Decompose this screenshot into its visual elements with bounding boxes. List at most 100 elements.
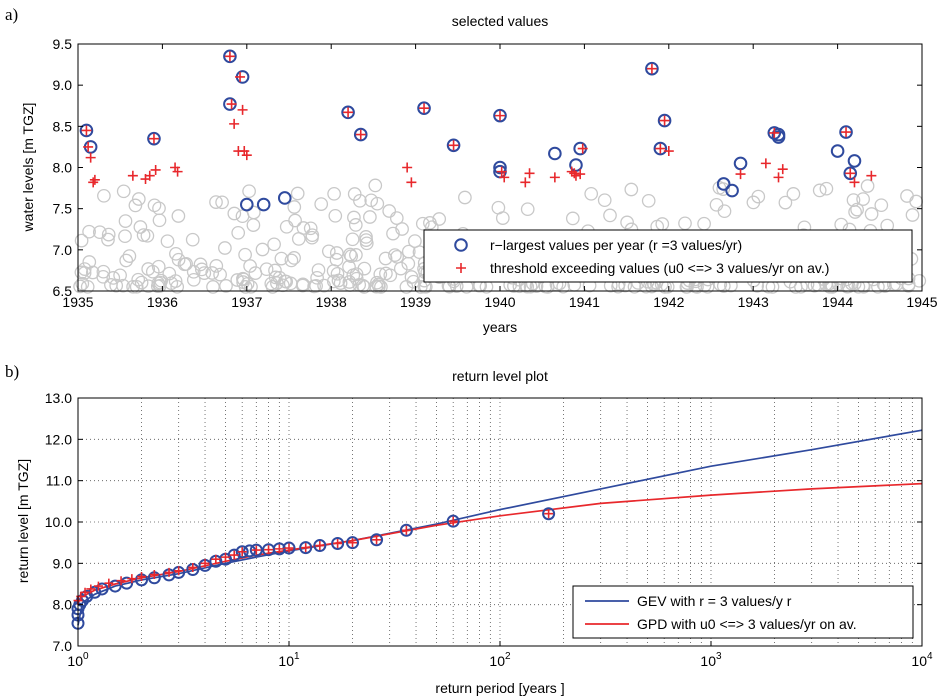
gpd-point xyxy=(127,574,137,584)
gev-point xyxy=(243,544,257,558)
background-point xyxy=(565,211,580,226)
threshold-point xyxy=(849,177,860,188)
background-point xyxy=(347,210,361,225)
background-point xyxy=(346,268,361,283)
r-largest-point xyxy=(79,123,94,138)
background-point xyxy=(317,278,331,293)
background-point xyxy=(246,218,261,232)
y-tick-label: 10.0 xyxy=(45,514,72,530)
background-point xyxy=(751,189,766,204)
background-point xyxy=(160,234,175,249)
threshold-point xyxy=(81,125,92,136)
r-largest-point xyxy=(645,61,659,76)
gev-point xyxy=(227,548,241,562)
background-point xyxy=(342,260,356,274)
x-tick-label: 1938 xyxy=(316,294,347,310)
background-point xyxy=(209,195,223,209)
threshold-point xyxy=(83,141,94,152)
r-largest-point xyxy=(657,113,672,128)
background-point xyxy=(169,246,183,261)
threshold-point xyxy=(866,170,877,181)
background-point xyxy=(82,224,96,239)
background-point xyxy=(378,251,393,266)
background-point xyxy=(819,181,834,196)
background-point xyxy=(73,279,87,294)
gpd-point xyxy=(164,567,174,577)
r-largest-point xyxy=(493,160,507,175)
background-point xyxy=(162,266,177,281)
background-point xyxy=(197,266,212,280)
background-point xyxy=(641,193,656,208)
r-largest-point xyxy=(240,197,254,212)
gpd-point xyxy=(315,541,325,551)
background-point xyxy=(458,190,472,205)
background-point xyxy=(399,280,414,294)
legend-gpd-label: GPD with u0 <=> 3 values/yr on av. xyxy=(637,616,857,632)
gpd-point xyxy=(284,543,294,553)
threshold-point xyxy=(577,143,588,154)
panel-a-legend: r−largest values per year (r =3 values/y… xyxy=(423,229,913,283)
background-point xyxy=(347,187,362,201)
threshold-point xyxy=(655,143,666,154)
background-point xyxy=(288,213,302,228)
r-largest-point xyxy=(147,131,161,146)
background-point xyxy=(171,252,186,267)
background-point xyxy=(97,188,111,203)
background-point xyxy=(92,225,107,240)
background-point xyxy=(74,233,89,248)
gev-point xyxy=(331,536,345,550)
y-tick-label: 7.5 xyxy=(53,201,73,217)
legend-threshold-marker xyxy=(456,263,466,273)
gpd-point xyxy=(348,538,358,548)
background-point xyxy=(620,215,634,230)
background-point xyxy=(116,278,130,293)
gpd-point xyxy=(188,562,198,572)
gev-point xyxy=(249,543,263,557)
background-point xyxy=(597,193,612,208)
background-point xyxy=(284,253,299,268)
gev-point xyxy=(446,514,460,528)
threshold-point xyxy=(735,169,746,180)
background-point xyxy=(75,276,90,291)
background-point xyxy=(697,216,711,231)
threshold-point xyxy=(172,166,183,177)
legend-r-largest-marker xyxy=(454,238,468,252)
panel-b-label: b) xyxy=(5,362,19,381)
gpd-point xyxy=(104,578,114,588)
r-largest-point xyxy=(493,108,507,123)
threshold-point xyxy=(241,150,252,161)
background-point xyxy=(369,279,384,294)
background-point xyxy=(209,259,224,273)
panel-a-selected-values: a) selected values years water levels [m… xyxy=(5,5,938,335)
background-point xyxy=(218,241,232,255)
x-tick-label: 1945 xyxy=(906,294,937,310)
r-largest-point xyxy=(653,141,668,156)
gpd-point xyxy=(401,525,411,535)
y-tick-label: 8.5 xyxy=(53,118,73,134)
background-point xyxy=(345,232,360,247)
panel-b-xlabel: return period [years ] xyxy=(435,680,564,696)
background-point xyxy=(327,186,341,201)
gev-point xyxy=(299,541,313,555)
background-point xyxy=(215,195,229,210)
background-point xyxy=(330,266,345,281)
background-point xyxy=(278,274,292,289)
background-point xyxy=(246,205,261,220)
panel-b-points xyxy=(71,507,556,630)
background-point xyxy=(314,197,329,211)
background-point xyxy=(383,268,398,283)
legend-box xyxy=(572,585,914,639)
x-tick-label: 1942 xyxy=(653,294,684,310)
gev-point xyxy=(282,541,296,555)
threshold-point xyxy=(237,104,248,115)
panel-a-series xyxy=(79,49,877,212)
background-point xyxy=(401,244,416,259)
background-point xyxy=(359,230,373,244)
background-point xyxy=(348,218,363,232)
background-point xyxy=(151,259,166,274)
y-tick-label: 9.5 xyxy=(53,36,73,52)
background-point xyxy=(309,279,323,293)
background-point xyxy=(778,195,793,210)
background-point xyxy=(219,279,233,293)
